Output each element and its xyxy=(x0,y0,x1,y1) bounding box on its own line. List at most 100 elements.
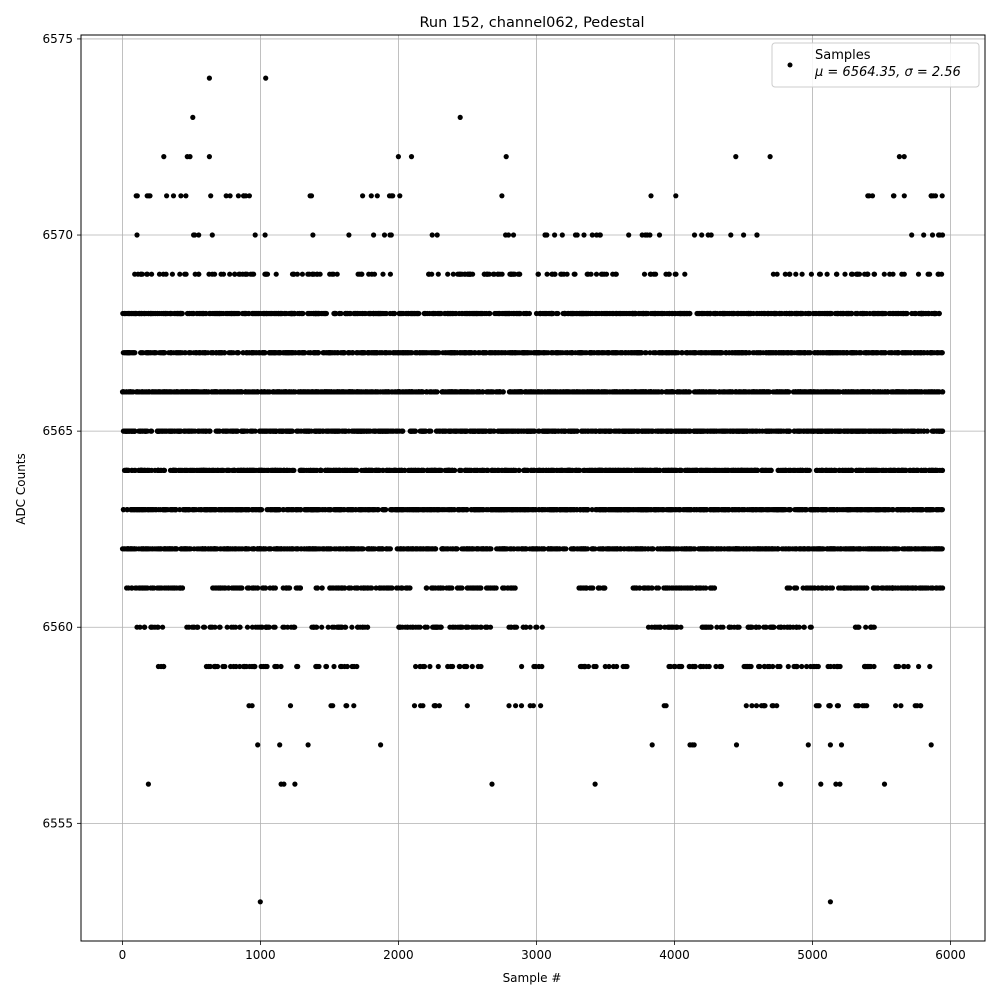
data-point xyxy=(323,663,329,670)
data-point xyxy=(819,585,825,591)
data-point xyxy=(235,585,241,591)
data-point xyxy=(864,546,871,552)
data-point xyxy=(294,546,300,552)
data-point xyxy=(548,507,554,513)
data-point xyxy=(420,507,426,513)
data-point xyxy=(506,703,512,709)
data-point xyxy=(407,624,413,630)
data-point xyxy=(936,585,942,591)
data-point xyxy=(263,428,269,434)
data-point xyxy=(486,546,493,552)
data-point xyxy=(288,428,294,434)
data-point xyxy=(832,546,838,552)
data-point xyxy=(857,467,863,473)
data-point xyxy=(558,428,565,434)
data-point xyxy=(738,428,744,434)
data-point xyxy=(686,663,692,670)
data-point xyxy=(730,507,736,513)
data-point xyxy=(660,507,666,513)
data-point xyxy=(745,467,752,473)
data-point xyxy=(924,428,930,434)
data-point xyxy=(889,507,895,513)
data-point xyxy=(304,507,310,513)
data-point xyxy=(831,428,838,434)
data-point xyxy=(614,507,621,513)
data-point xyxy=(464,507,470,513)
data-point xyxy=(420,546,426,552)
data-point xyxy=(777,428,783,434)
data-point xyxy=(793,585,799,591)
data-point xyxy=(299,467,305,473)
data-point xyxy=(864,585,870,591)
data-point xyxy=(133,507,139,513)
data-point xyxy=(542,507,548,513)
data-point xyxy=(169,428,175,434)
data-point xyxy=(480,428,486,434)
data-point xyxy=(892,546,899,552)
data-point xyxy=(212,546,218,552)
data-point xyxy=(212,624,218,630)
data-point xyxy=(394,585,400,591)
data-point xyxy=(489,507,495,513)
data-point xyxy=(871,467,877,473)
data-point xyxy=(726,507,732,513)
data-point xyxy=(327,585,333,591)
data-point xyxy=(350,546,357,552)
data-point xyxy=(877,546,884,552)
data-point xyxy=(467,546,473,552)
data-point xyxy=(679,585,685,591)
data-point xyxy=(743,546,750,552)
data-point xyxy=(385,428,391,434)
data-point xyxy=(489,781,495,787)
data-point xyxy=(500,546,506,552)
data-point xyxy=(840,428,847,434)
data-point xyxy=(243,546,249,552)
data-point xyxy=(714,624,720,630)
data-point xyxy=(378,428,384,434)
data-point xyxy=(735,546,741,552)
data-point xyxy=(288,507,295,513)
data-point xyxy=(125,546,131,552)
data-point xyxy=(442,507,448,513)
data-point xyxy=(761,703,767,709)
data-point xyxy=(545,428,552,434)
data-point xyxy=(349,624,355,630)
data-point xyxy=(338,624,344,630)
data-point xyxy=(826,703,832,709)
data-point xyxy=(188,428,194,434)
data-point xyxy=(454,546,460,552)
data-point xyxy=(895,585,901,591)
data-point xyxy=(905,585,911,591)
data-point xyxy=(228,663,234,670)
data-point xyxy=(326,546,332,552)
data-point xyxy=(351,703,357,709)
data-point xyxy=(272,467,278,473)
data-point xyxy=(161,428,167,434)
data-point xyxy=(799,663,805,670)
data-point xyxy=(686,507,692,513)
data-point xyxy=(761,663,768,670)
data-point xyxy=(677,663,683,670)
data-point xyxy=(807,585,813,591)
data-point xyxy=(146,467,152,473)
data-point xyxy=(160,624,166,630)
data-point xyxy=(648,507,654,513)
data-point xyxy=(348,507,354,513)
data-point xyxy=(855,703,861,709)
data-point xyxy=(336,546,342,552)
data-point xyxy=(238,507,244,513)
data-point xyxy=(743,703,749,709)
data-point xyxy=(432,546,438,552)
data-point xyxy=(334,585,340,591)
data-point xyxy=(519,663,525,670)
data-point xyxy=(812,507,818,513)
data-point xyxy=(905,663,911,670)
data-point xyxy=(445,546,451,552)
data-point xyxy=(232,546,238,552)
data-point xyxy=(249,624,255,630)
data-point xyxy=(589,507,595,513)
data-point xyxy=(753,703,760,709)
data-point xyxy=(249,507,255,513)
data-point xyxy=(137,624,143,630)
data-point xyxy=(846,507,852,513)
